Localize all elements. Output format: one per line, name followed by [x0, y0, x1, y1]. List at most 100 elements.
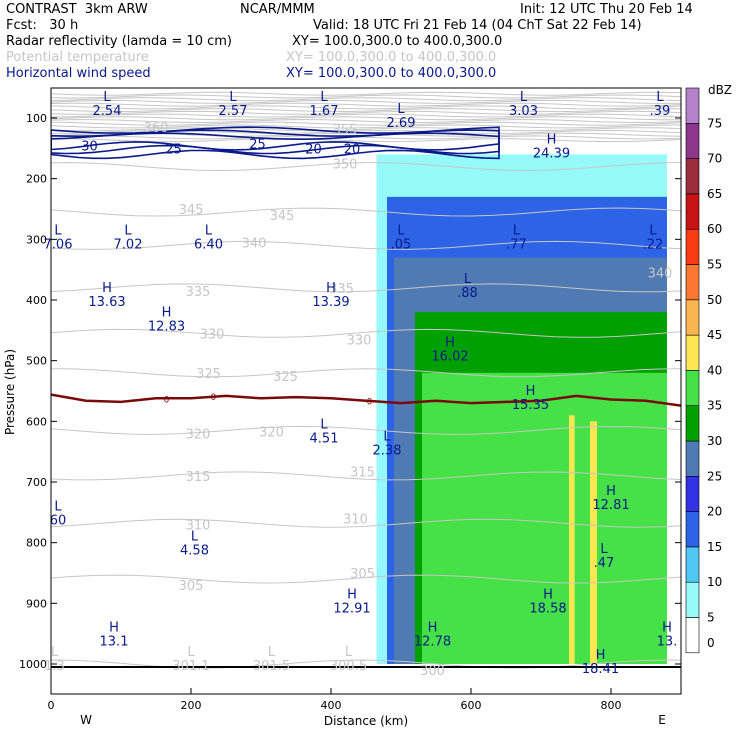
theta-contour-label: 330: [347, 333, 372, 348]
theta-extremum-value: 300.5: [330, 659, 367, 674]
colorbar-label: 15: [707, 540, 722, 554]
theta-contour-line: [51, 127, 681, 132]
wind-extremum-value: 13.39: [312, 295, 349, 310]
colorbar-label: 5: [707, 611, 715, 625]
model-name: CONTRAST 3km ARW: [6, 2, 148, 17]
theta-contour-label: 360: [144, 121, 169, 136]
wind-extremum-value: 13.: [657, 635, 678, 650]
wind-extremum-marker: L: [124, 223, 132, 238]
wind-extremum-value: .77: [506, 237, 527, 252]
wind-extremum-value: 2.38: [373, 444, 402, 459]
theta-contour-label: 345: [179, 203, 204, 218]
wind-extremum-marker: L: [320, 90, 328, 105]
theta-contour-label: 320: [186, 427, 211, 442]
theta-extremum-value: 301.1: [172, 659, 209, 674]
theta-contour-line: [51, 207, 681, 217]
colorbar-label: 10: [707, 575, 722, 589]
wind-extremum-marker: L: [513, 223, 521, 238]
theta-contour-line: [51, 118, 681, 124]
theta-contour-line: [51, 368, 681, 378]
theta-contour-line: [51, 240, 681, 250]
theta-extremum-marker: L: [268, 645, 276, 660]
theta-extremum-marker: L: [345, 645, 353, 660]
wind-contours: [51, 126, 500, 160]
colorbar: 0 5 10 15 20 25 30 35 40 45 50 55 60 65 70 75: [685, 87, 722, 654]
theta-contour-label: 325: [273, 370, 298, 385]
colorbar-label: 35: [707, 399, 722, 413]
theta-contour-label: 330: [200, 327, 225, 342]
wind-extremum-marker: H: [547, 132, 557, 147]
wind-extremum-value: 16.02: [431, 350, 468, 365]
wind-extremum-value: 12.78: [414, 635, 451, 650]
wind-extremum-value: .88: [457, 286, 478, 301]
colorbar-swatch: [685, 87, 700, 124]
wind-extremum-marker: H: [428, 621, 438, 636]
x-tick-label: 800: [601, 699, 622, 712]
theta-contour-label: 320: [259, 426, 284, 441]
wind-extremum-value: .05: [391, 237, 412, 252]
colorbar-swatch: [685, 299, 700, 336]
colorbar-label: 60: [707, 222, 722, 236]
wind-extremum-value: 7.02: [114, 237, 143, 252]
colorbar-label: 65: [707, 187, 722, 201]
wind-extremum-marker: H: [543, 587, 553, 602]
reflectivity-region: [569, 415, 575, 664]
colorbar-label: 30: [707, 434, 722, 448]
theta-contour-label: 350: [333, 158, 358, 173]
theta-contour-label: 325: [196, 367, 221, 382]
wind-extremum-value: 60: [50, 513, 67, 528]
wind-extremum-marker: H: [596, 648, 606, 663]
colorbar-swatch: [685, 617, 700, 654]
wind-extremum-marker: L: [320, 418, 328, 433]
wind-extremum-value: 2.54: [93, 104, 122, 119]
y-axis-label: Pressure (hPa): [3, 349, 17, 435]
wind-extremum-value: 2.69: [387, 116, 416, 131]
theta-contour-label: 315: [350, 466, 375, 481]
wind-extremum-value: 13.1: [100, 635, 129, 650]
theta-contour-label: 335: [186, 285, 211, 300]
y-tick-label: 500: [26, 355, 47, 368]
wind-contour-line: [51, 132, 500, 151]
wind-extremum-value: 4.51: [310, 432, 339, 447]
colorbar-label: 50: [707, 293, 722, 307]
theta-contour-line: [51, 283, 681, 293]
theta-contour-line: [51, 518, 681, 528]
wind-extremum-marker: H: [526, 384, 536, 399]
wind-extremum-value: 12.91: [333, 601, 370, 616]
colorbar-unit: dBZ: [708, 83, 732, 97]
wind-extremum-value: .22: [643, 237, 664, 252]
theta-contour-label: 315: [186, 470, 211, 485]
wind-extremum-value: 13.63: [88, 295, 125, 310]
valid-time: Valid: 18 UTC Fri 21 Feb 14 (04 ChT Sat …: [313, 18, 642, 33]
wind-extremum-value: 12.81: [592, 498, 629, 513]
wind-extremum-marker: L: [229, 90, 237, 105]
wind-contour-label: 30: [81, 139, 98, 154]
wind-contour-label: 20: [305, 142, 322, 157]
wind-extremum-marker: H: [445, 336, 455, 351]
wind-extremum-value: 1.67: [310, 104, 339, 119]
wind-extremum-marker: L: [54, 223, 62, 238]
colorbar-label: 0: [707, 636, 715, 650]
theta-contour-label: 335: [329, 282, 354, 297]
theta-contour-line: [51, 113, 681, 118]
x-end-label-west: W: [80, 713, 92, 727]
wind-extremum-marker: L: [103, 90, 111, 105]
theta-contour-line: [51, 91, 681, 96]
wind-extremum-value: 2.57: [219, 104, 248, 119]
colorbar-label: 45: [707, 328, 722, 342]
theta-contour-line: [51, 162, 681, 172]
theta-contour-label: 340: [242, 236, 267, 251]
wind-extremum-marker: L: [54, 499, 62, 514]
center-name: NCAR/MMM: [240, 2, 315, 17]
wind-extremum-marker: H: [606, 484, 616, 499]
field-name-reflectivity: Radar reflectivity (lamda = 10 cm): [6, 34, 232, 49]
theta-contours: [51, 91, 681, 669]
x-axis-label: Distance (km): [324, 714, 408, 728]
init-time: Init: 12 UTC Thu 20 Feb 14: [520, 2, 693, 17]
wind-extremum-marker: L: [464, 272, 472, 287]
theta-contour-line: [51, 135, 681, 140]
wind-extremum-marker: L: [383, 430, 391, 445]
colorbar-swatch: [685, 511, 700, 548]
